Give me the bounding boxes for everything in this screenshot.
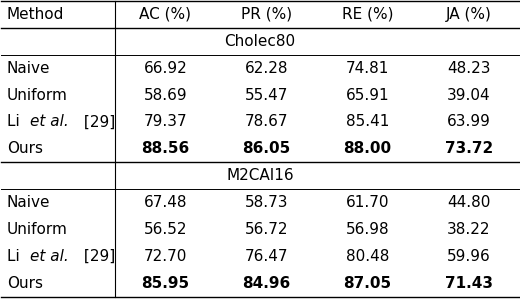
Text: 84.96: 84.96 [242,276,291,291]
Text: 85.95: 85.95 [141,276,189,291]
Text: 58.69: 58.69 [144,88,187,103]
Text: 76.47: 76.47 [245,249,288,264]
Text: RE (%): RE (%) [342,7,393,22]
Text: 78.67: 78.67 [245,114,288,129]
Text: Ours: Ours [7,141,43,156]
Text: AC (%): AC (%) [139,7,191,22]
Text: 62.28: 62.28 [245,61,288,76]
Text: 74.81: 74.81 [346,61,389,76]
Text: Ours: Ours [7,276,43,291]
Text: Li: Li [7,249,24,264]
Text: Naive: Naive [7,195,50,210]
Text: 88.56: 88.56 [141,141,189,156]
Text: [29]: [29] [80,249,116,264]
Text: PR (%): PR (%) [241,7,292,22]
Text: 48.23: 48.23 [447,61,490,76]
Text: 63.99: 63.99 [447,114,491,129]
Text: Cholec80: Cholec80 [225,34,295,49]
Text: et al.: et al. [30,114,68,129]
Text: 39.04: 39.04 [447,88,490,103]
Text: Naive: Naive [7,61,50,76]
Text: [29]: [29] [80,114,116,129]
Text: Uniform: Uniform [7,88,68,103]
Text: 87.05: 87.05 [344,276,392,291]
Text: 71.43: 71.43 [445,276,493,291]
Text: 67.48: 67.48 [144,195,187,210]
Text: Li: Li [7,114,24,129]
Text: 59.96: 59.96 [447,249,490,264]
Text: 44.80: 44.80 [447,195,490,210]
Text: Uniform: Uniform [7,222,68,237]
Text: 66.92: 66.92 [144,61,187,76]
Text: 38.22: 38.22 [447,222,490,237]
Text: et al.: et al. [30,249,68,264]
Text: 56.52: 56.52 [144,222,187,237]
Text: 80.48: 80.48 [346,249,389,264]
Text: 55.47: 55.47 [245,88,288,103]
Text: JA (%): JA (%) [446,7,492,22]
Text: M2CAI16: M2CAI16 [226,168,294,183]
Text: 86.05: 86.05 [242,141,291,156]
Text: 61.70: 61.70 [346,195,389,210]
Text: 85.41: 85.41 [346,114,389,129]
Text: 65.91: 65.91 [346,88,389,103]
Text: 73.72: 73.72 [445,141,493,156]
Text: 56.98: 56.98 [346,222,389,237]
Text: 88.00: 88.00 [344,141,392,156]
Text: Method: Method [7,7,64,22]
Text: 72.70: 72.70 [144,249,187,264]
Text: 58.73: 58.73 [245,195,288,210]
Text: 56.72: 56.72 [245,222,288,237]
Text: 79.37: 79.37 [144,114,187,129]
